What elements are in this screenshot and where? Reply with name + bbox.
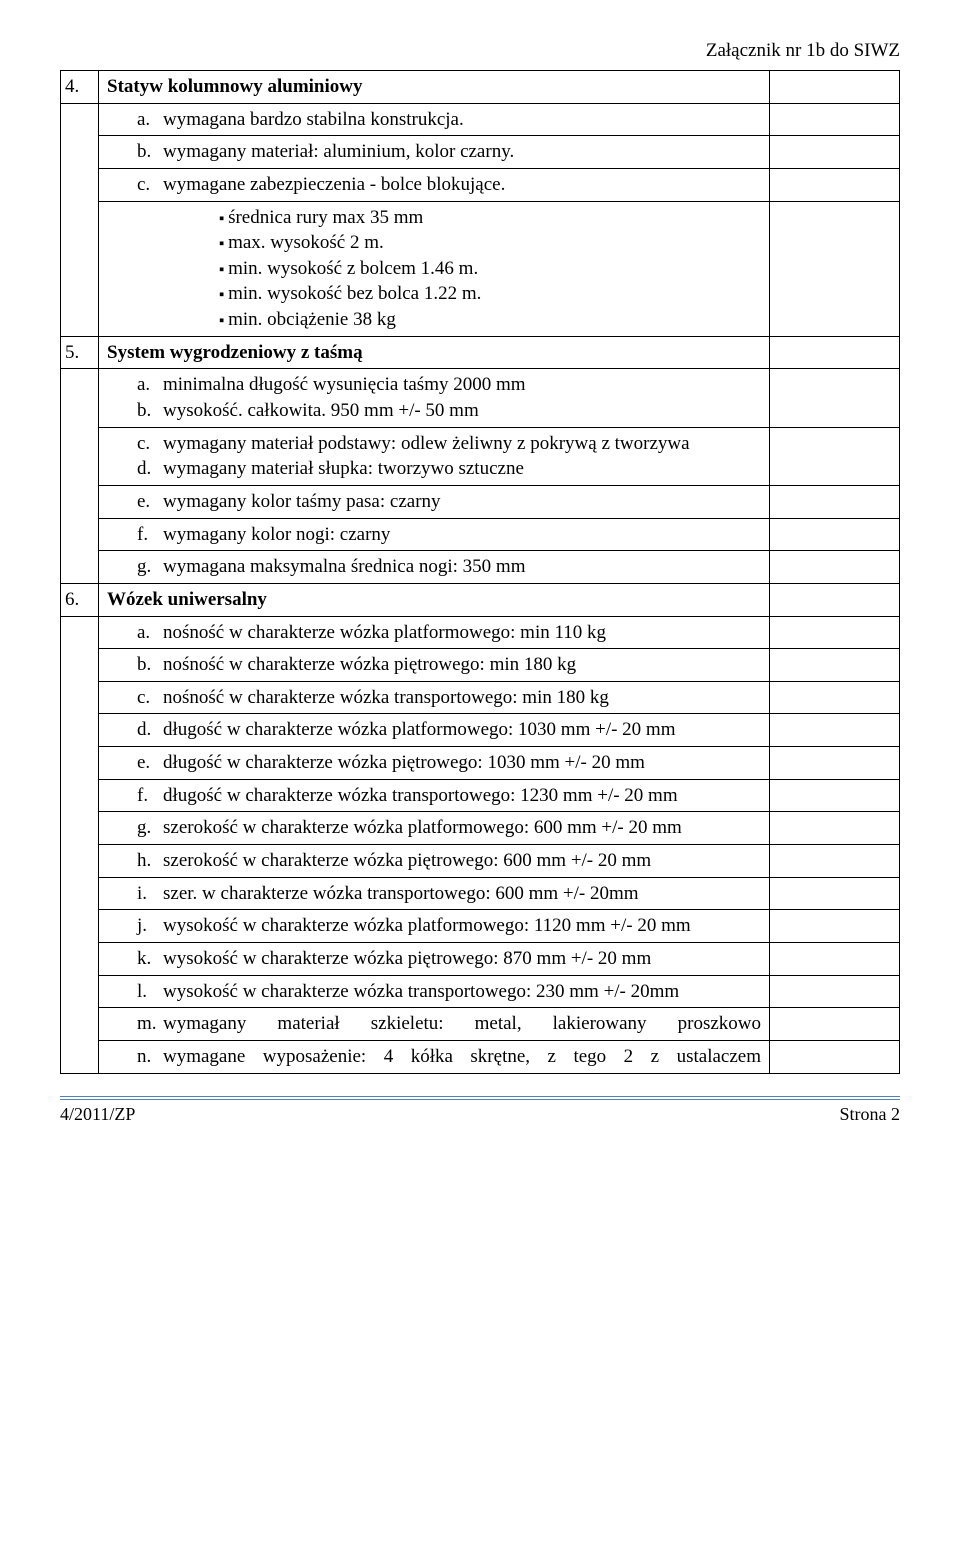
blank-cell <box>770 812 900 845</box>
blank-cell <box>770 845 900 878</box>
item-6m: m.wymagany materiał szkieletu: metal, la… <box>99 1008 770 1041</box>
blank-cell <box>770 427 900 485</box>
section-4-title: Statyw kolumnowy aluminiowy <box>99 71 770 104</box>
item-6l: l.wysokość w charakterze wózka transport… <box>99 975 770 1008</box>
item-6k: k.wysokość w charakterze wózka piętroweg… <box>99 942 770 975</box>
item-5cd: c.wymagany materiał podstawy: odlew żeli… <box>99 427 770 485</box>
blank-cell <box>770 681 900 714</box>
item-4c: c.wymagane zabezpieczenia - bolce blokuj… <box>99 168 770 201</box>
section-6-title: Wózek uniwersalny <box>99 583 770 616</box>
blank-cell <box>61 103 99 336</box>
section-4-num: 4. <box>61 71 99 104</box>
item-6i: i.szer. w charakterze wózka transportowe… <box>99 877 770 910</box>
blank-cell <box>770 336 900 369</box>
item-6h: h.szerokość w charakterze wózka piętrowe… <box>99 845 770 878</box>
blank-cell <box>770 71 900 104</box>
section-6-num: 6. <box>61 583 99 616</box>
item-6n: n.wymagane wyposażenie: 4 kółka skrętne,… <box>99 1040 770 1073</box>
item-6e: e.długość w charakterze wózka piętrowego… <box>99 747 770 780</box>
section-5-num: 5. <box>61 336 99 369</box>
blank-cell <box>770 369 900 427</box>
item-4b: b.wymagany materiał: aluminium, kolor cz… <box>99 136 770 169</box>
item-6f: f.długość w charakterze wózka transporto… <box>99 779 770 812</box>
blank-cell <box>770 779 900 812</box>
footer-right: Strona 2 <box>840 1104 901 1125</box>
item-4a: a.wymagana bardzo stabilna konstrukcja. <box>99 103 770 136</box>
blank-cell <box>770 747 900 780</box>
blank-cell <box>770 1008 900 1041</box>
item-6g: g.szerokość w charakterze wózka platform… <box>99 812 770 845</box>
blank-cell <box>770 103 900 136</box>
blank-cell <box>770 649 900 682</box>
blank-cell <box>770 975 900 1008</box>
item-6a: a.nośność w charakterze wózka platformow… <box>99 616 770 649</box>
spec-table: 4. Statyw kolumnowy aluminiowy a.wymagan… <box>60 70 900 1074</box>
blank-cell <box>770 877 900 910</box>
blank-cell <box>770 616 900 649</box>
blank-cell <box>770 201 900 336</box>
blank-cell <box>61 369 99 583</box>
item-5f: f.wymagany kolor nogi: czarny <box>99 518 770 551</box>
attachment-label: Załącznik nr 1b do SIWZ <box>60 40 900 62</box>
item-6c: c.nośność w charakterze wózka transporto… <box>99 681 770 714</box>
blank-cell <box>770 942 900 975</box>
item-5ab: a.minimalna długość wysunięcia taśmy 200… <box>99 369 770 427</box>
page-footer: 4/2011/ZP Strona 2 <box>60 1096 900 1125</box>
item-5e: e.wymagany kolor taśmy pasa: czarny <box>99 485 770 518</box>
item-6d: d.długość w charakterze wózka platformow… <box>99 714 770 747</box>
item-6j: j.wysokość w charakterze wózka platformo… <box>99 910 770 943</box>
blank-cell <box>770 551 900 584</box>
blank-cell <box>770 714 900 747</box>
blank-cell <box>770 583 900 616</box>
blank-cell <box>770 485 900 518</box>
item-4-bullets: średnica rury max 35 mm max. wysokość 2 … <box>99 201 770 336</box>
section-5-title: System wygrodzeniowy z taśmą <box>99 336 770 369</box>
blank-cell <box>770 910 900 943</box>
blank-cell <box>770 518 900 551</box>
item-5g: g.wymagana maksymalna średnica nogi: 350… <box>99 551 770 584</box>
blank-cell <box>770 168 900 201</box>
item-6b: b.nośność w charakterze wózka piętrowego… <box>99 649 770 682</box>
blank-cell <box>770 136 900 169</box>
footer-left: 4/2011/ZP <box>60 1104 135 1125</box>
blank-cell <box>61 616 99 1073</box>
blank-cell <box>770 1040 900 1073</box>
